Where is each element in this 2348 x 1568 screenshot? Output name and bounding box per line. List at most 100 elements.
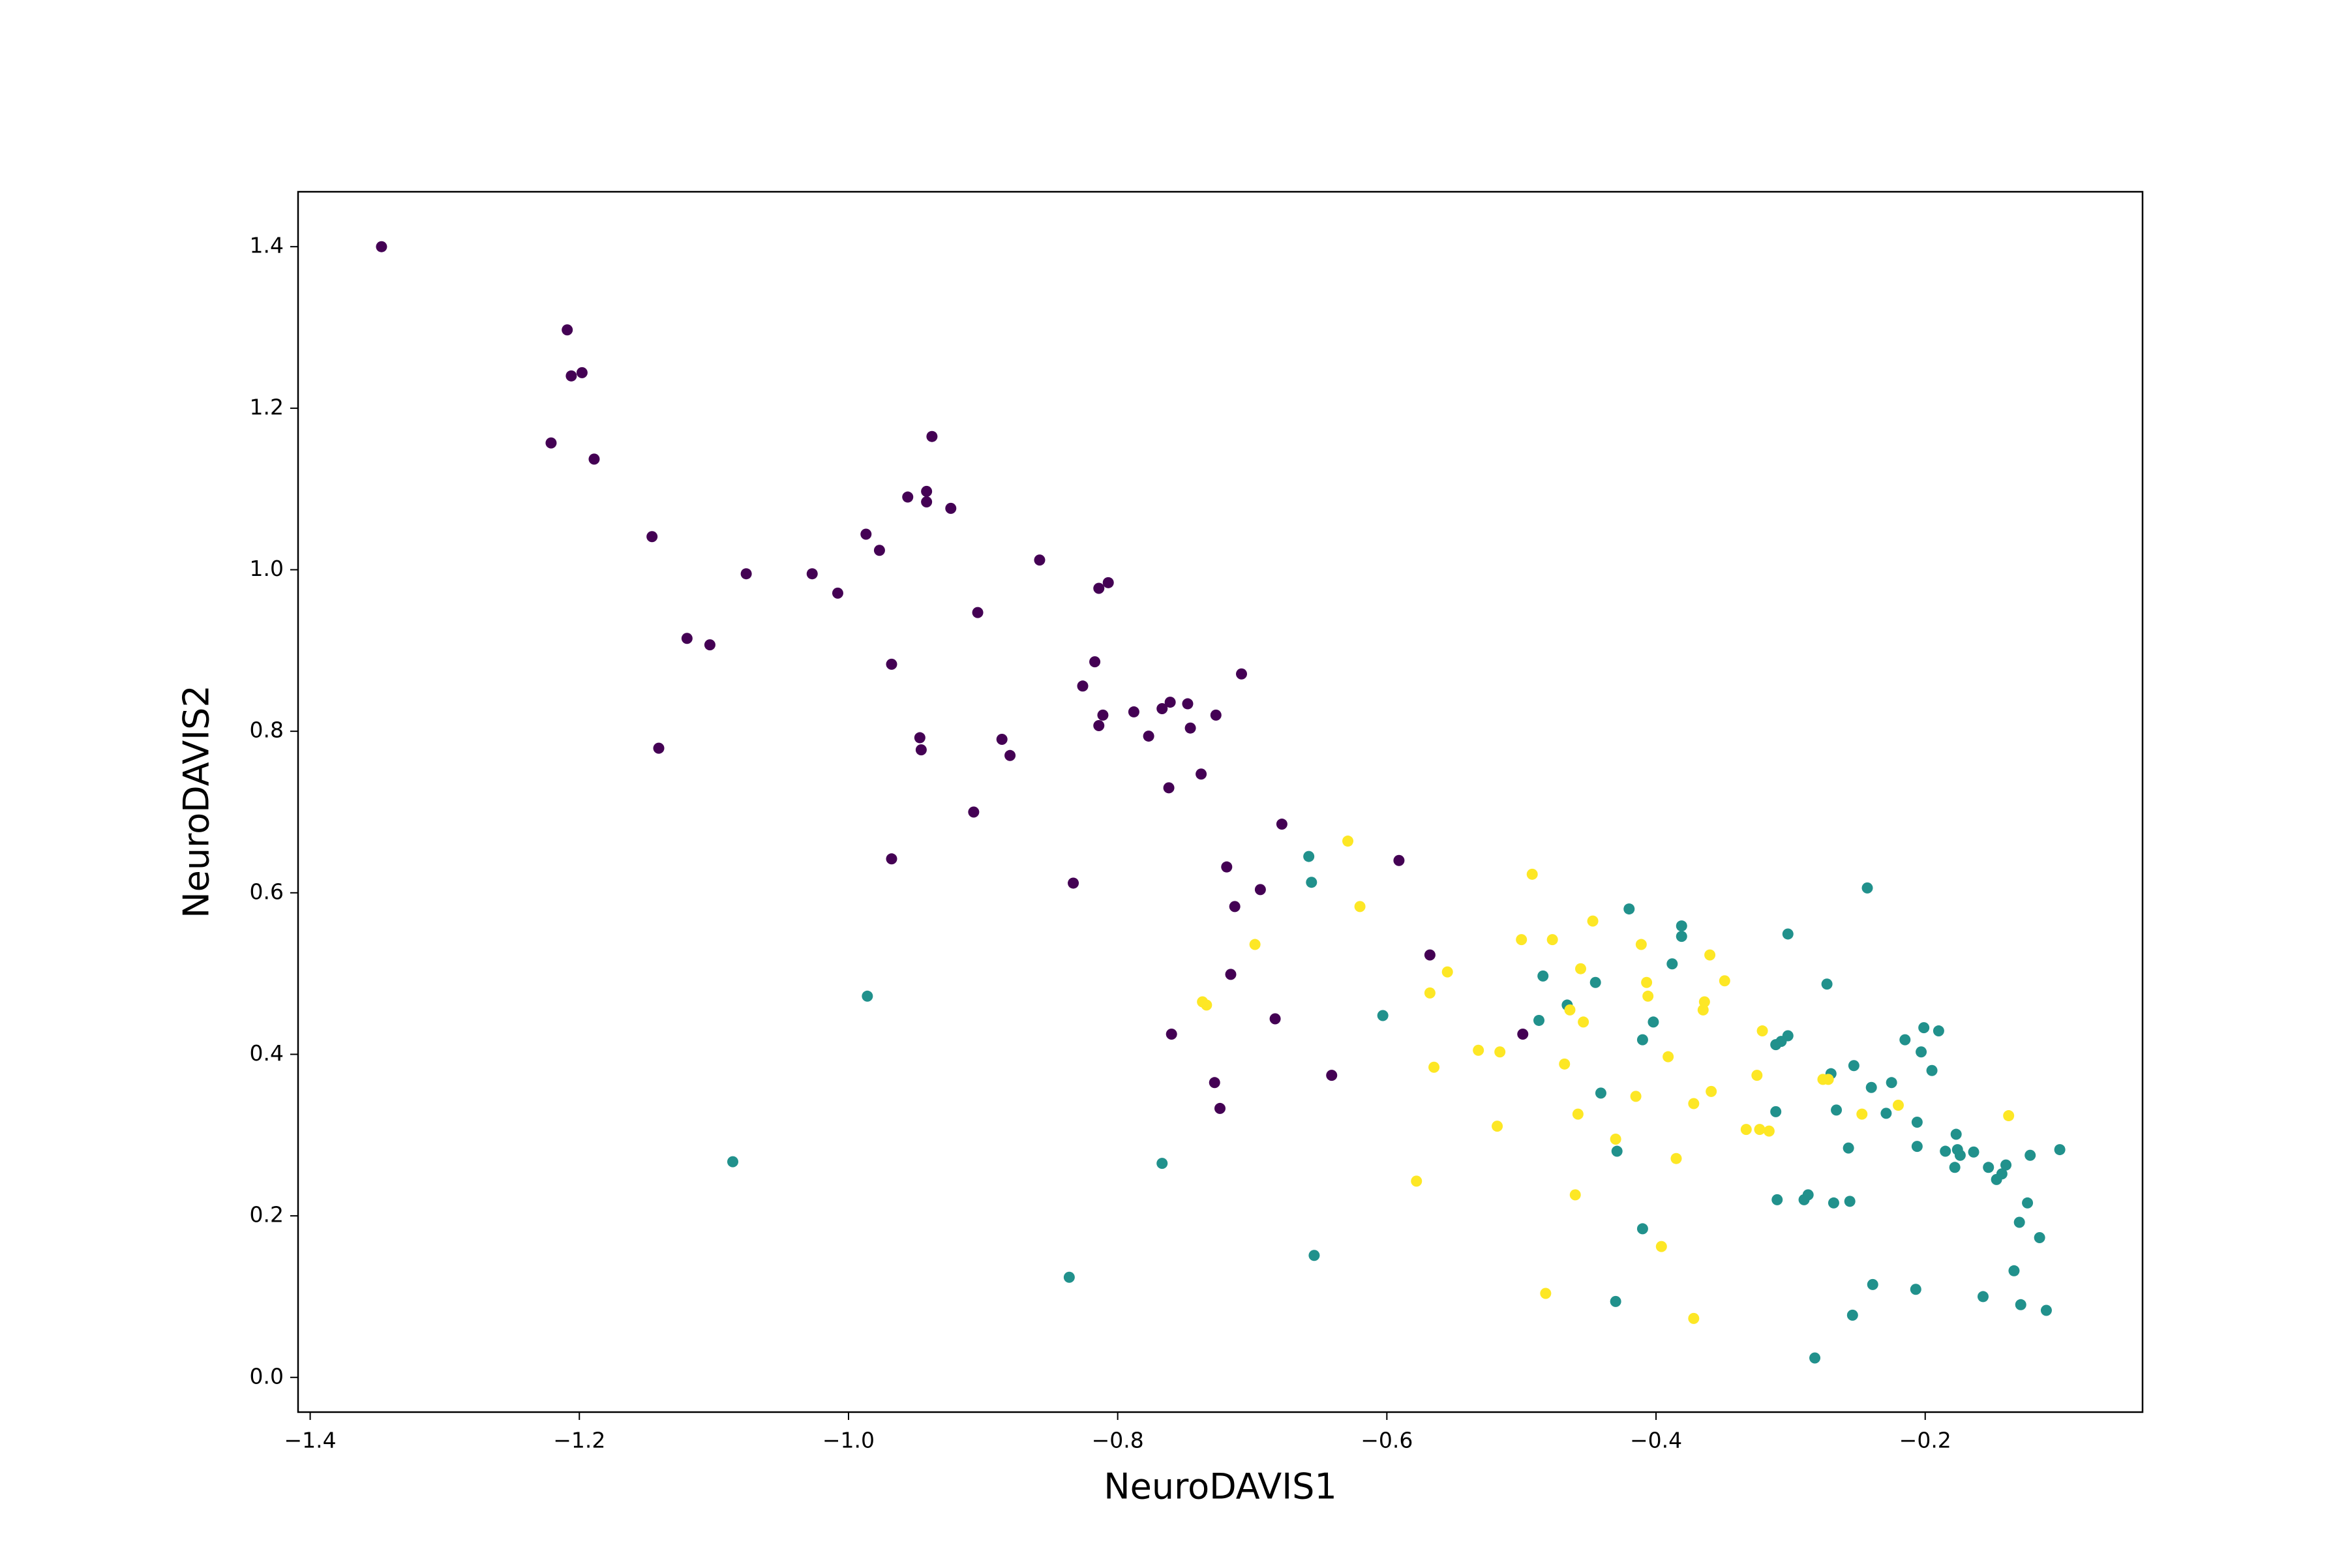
scatter-point — [1354, 901, 1366, 912]
y-tick-label: 0.8 — [250, 717, 284, 743]
scatter-point — [376, 241, 387, 252]
scatter-point — [1276, 819, 1287, 830]
scatter-point — [1184, 722, 1196, 734]
y-tick-label: 0.6 — [250, 879, 284, 904]
scatter-point — [1740, 1124, 1752, 1136]
scatter-point — [1636, 1034, 1648, 1046]
scatter-point — [1706, 1085, 1717, 1097]
scatter-point — [1641, 976, 1653, 988]
scatter-point — [653, 742, 665, 754]
scatter-point — [1926, 1064, 1938, 1076]
scatter-point — [1533, 1014, 1545, 1026]
scatter-point — [1775, 1036, 1787, 1048]
scatter-point — [1166, 1028, 1177, 1040]
scatter-point — [1655, 1241, 1667, 1252]
scatter-point — [1940, 1145, 1951, 1157]
scatter-point — [1424, 949, 1436, 961]
scatter-point — [2008, 1265, 2020, 1276]
scatter-point — [2040, 1304, 2052, 1316]
scatter-point — [1663, 1051, 1674, 1063]
scatter-point — [1756, 1025, 1768, 1037]
scatter-point — [1411, 1175, 1422, 1187]
scatter-point — [1572, 1108, 1584, 1120]
scatter-point — [1809, 1352, 1821, 1364]
scatter-point — [1642, 990, 1654, 1002]
scatter-point — [1163, 782, 1175, 794]
scatter-point — [2054, 1144, 2066, 1156]
scatter-point — [576, 367, 588, 378]
scatter-point — [1636, 1223, 1648, 1235]
scatter-point — [1676, 931, 1687, 942]
scatter-point — [1326, 1070, 1338, 1081]
scatter-point — [1303, 851, 1315, 862]
scatter-point — [1688, 1098, 1700, 1109]
scatter-point — [860, 528, 872, 540]
scatter-point — [1156, 702, 1168, 714]
scatter-point — [1578, 1016, 1589, 1028]
scatter-point — [1249, 939, 1261, 950]
scatter-point — [886, 658, 897, 670]
scatter-point — [1068, 877, 1079, 889]
scatter-point — [1494, 1046, 1506, 1058]
scatter-point — [1235, 668, 1247, 680]
plot-frame — [297, 190, 2144, 1413]
scatter-point — [1143, 731, 1154, 742]
scatter-point — [1517, 1028, 1529, 1040]
scatter-point — [1754, 1124, 1766, 1136]
scatter-point — [1093, 719, 1105, 731]
scatter-point — [862, 990, 873, 1002]
scatter-point — [1034, 554, 1046, 566]
scatter-point — [2024, 1149, 2036, 1161]
x-tick-label: −0.8 — [1092, 1428, 1144, 1453]
scatter-point — [1828, 1197, 1839, 1209]
scatter-point — [1856, 1108, 1868, 1120]
scatter-point — [1688, 1312, 1700, 1324]
scatter-point — [1269, 1013, 1281, 1025]
scatter-point — [1844, 1196, 1856, 1207]
scatter-point — [1306, 877, 1317, 888]
scatter-point — [1526, 868, 1538, 880]
scatter-point — [1611, 1145, 1623, 1157]
scatter-point — [1610, 1133, 1621, 1145]
scatter-point — [1097, 709, 1109, 721]
scatter-point — [1950, 1128, 1962, 1140]
scatter-point — [1861, 882, 1873, 894]
scatter-point — [915, 744, 927, 756]
scatter-point — [2003, 1110, 2015, 1122]
scatter-point — [1954, 1149, 1966, 1161]
scatter-point — [1977, 1291, 1989, 1303]
scatter-point — [1918, 1022, 1930, 1034]
scatter-point — [1751, 1070, 1763, 1081]
scatter-point — [2000, 1159, 2012, 1171]
scatter-point — [1886, 1077, 1897, 1089]
scatter-point — [1968, 1146, 1979, 1158]
scatter-point — [1770, 1106, 1782, 1117]
scatter-point — [832, 587, 843, 599]
y-tick-label: 1.2 — [250, 394, 284, 419]
scatter-point — [1648, 1016, 1659, 1028]
y-tick-label: 1.0 — [250, 556, 284, 581]
scatter-point — [806, 568, 818, 580]
scatter-point — [740, 568, 752, 580]
scatter-point — [588, 453, 600, 465]
scatter-point — [1865, 1081, 1877, 1093]
scatter-point — [1911, 1116, 1923, 1128]
scatter-point — [1004, 749, 1016, 761]
scatter-point — [1210, 709, 1222, 721]
scatter-point — [1574, 963, 1586, 974]
scatter-point — [1254, 884, 1266, 896]
y-tick-label: 0.4 — [250, 1040, 284, 1066]
x-tick-label: −0.2 — [1899, 1428, 1951, 1453]
scatter-point — [1424, 987, 1436, 999]
scatter-point — [1182, 698, 1194, 710]
scatter-point — [1201, 999, 1212, 1011]
scatter-point — [1428, 1061, 1440, 1073]
scatter-point — [545, 437, 557, 449]
scatter-point — [873, 545, 885, 556]
scatter-point — [1933, 1025, 1944, 1037]
scatter-point — [1704, 949, 1716, 961]
scatter-point — [681, 633, 693, 644]
x-tick-label: −1.4 — [284, 1428, 337, 1453]
scatter-point — [1719, 975, 1730, 987]
